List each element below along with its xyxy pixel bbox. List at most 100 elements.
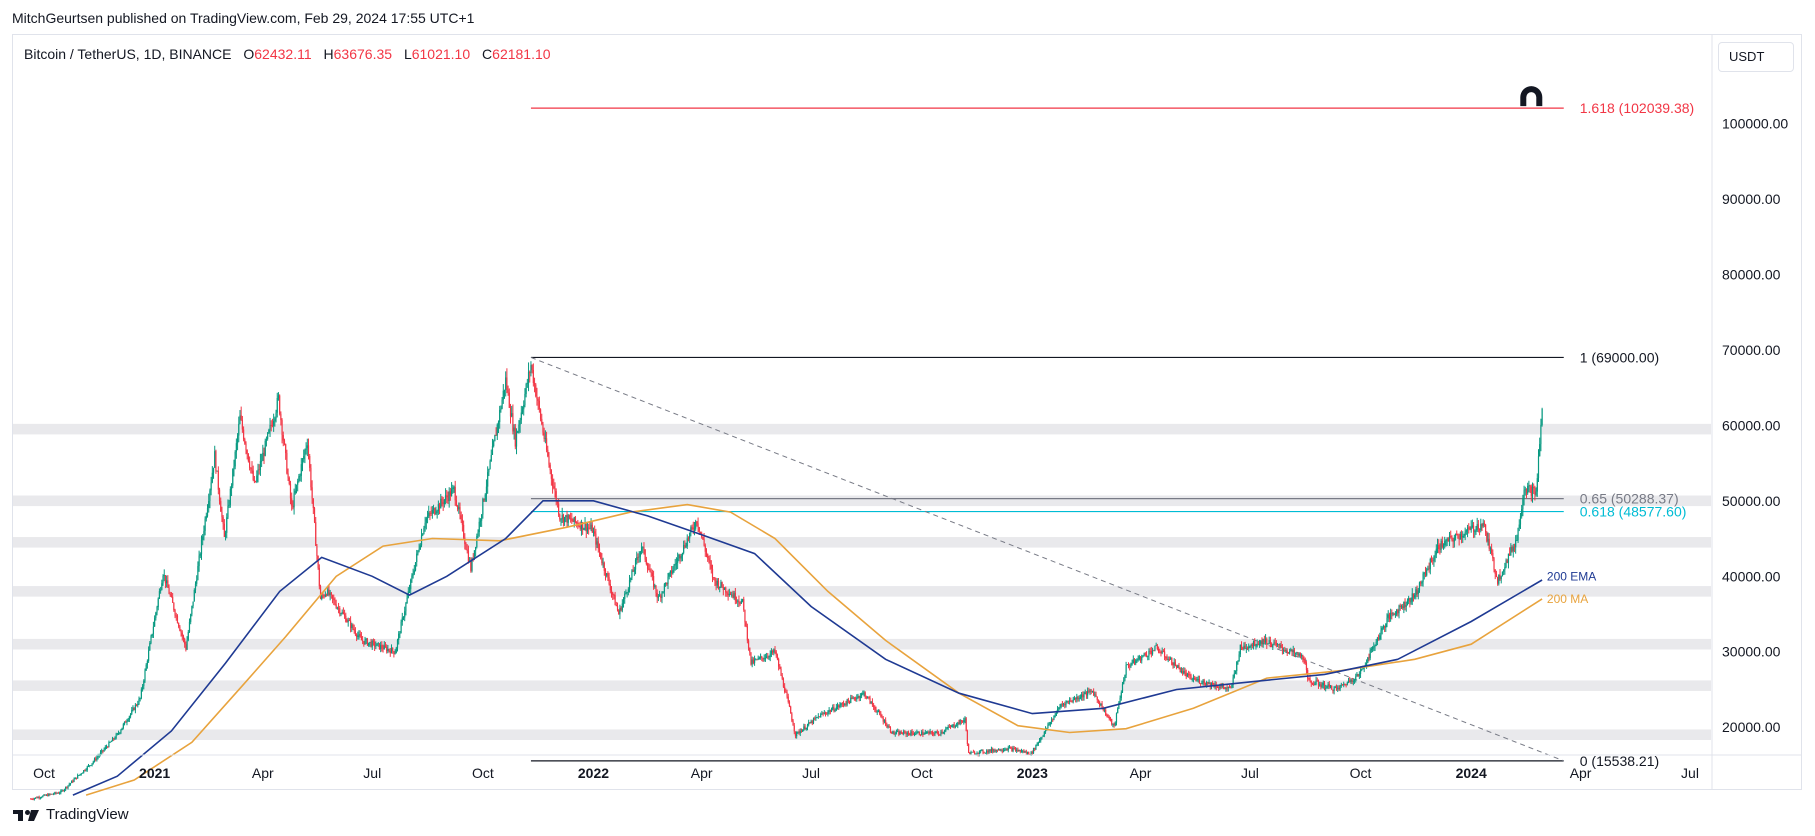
candle-body [943, 731, 946, 733]
low-label: L [403, 46, 412, 62]
candle-body [1536, 478, 1538, 492]
candle-body [749, 647, 751, 653]
candle-body [799, 731, 801, 734]
candle-body [1506, 560, 1508, 563]
candle-body [478, 521, 480, 533]
candle-body [769, 653, 771, 657]
candle-body [1280, 644, 1282, 648]
candle-body [1393, 613, 1395, 615]
candle-body [1480, 524, 1482, 531]
candle-body [402, 617, 405, 619]
candle-body [141, 686, 144, 690]
candle-body [218, 489, 221, 502]
candle-body [1121, 683, 1124, 693]
candle-body [1159, 652, 1161, 654]
candle-body [879, 711, 881, 714]
candle-body [1178, 665, 1180, 668]
candle-body [610, 590, 613, 593]
candle-body [561, 514, 563, 520]
candle-body [1058, 707, 1060, 709]
candle-body [377, 643, 379, 645]
candle-body [1006, 749, 1008, 751]
candle-body [614, 595, 616, 606]
candle-body [824, 712, 827, 714]
candle-body [1255, 645, 1257, 647]
candle-body [1515, 540, 1517, 548]
candle-body [1505, 560, 1507, 568]
currency-selector[interactable]: USDT [1718, 42, 1794, 72]
candle-body [959, 720, 961, 725]
candle-body [1408, 598, 1410, 601]
candle-body [1474, 531, 1476, 533]
candle-body [574, 517, 577, 523]
candle-body [933, 733, 935, 735]
candle-body [995, 749, 997, 752]
candle-body [129, 713, 132, 717]
candle-body [671, 570, 673, 574]
support-zones [13, 423, 1711, 741]
candle-body [832, 706, 834, 710]
candle-body [1375, 641, 1377, 646]
candle-body [164, 575, 167, 584]
candle-body [773, 649, 775, 653]
candle-body [395, 647, 397, 654]
candle-body [331, 594, 334, 599]
candle-body [912, 733, 914, 735]
candle-body [319, 586, 322, 600]
candle-body [829, 710, 831, 712]
candle-body [864, 692, 866, 698]
candle-body [735, 600, 738, 602]
candle-body [233, 466, 235, 469]
candle-body [579, 525, 581, 530]
candle-body [1004, 749, 1006, 751]
ema200-line [72, 500, 1543, 796]
candle-body [1357, 674, 1359, 676]
candle-body [1153, 650, 1155, 652]
candle-body [967, 743, 970, 753]
candle-body [543, 432, 545, 439]
candle-body [394, 653, 396, 655]
candle-body [597, 541, 599, 549]
candle-body [1007, 747, 1009, 751]
candle-body [203, 530, 205, 537]
candle-body [417, 550, 419, 554]
candle-body [805, 727, 807, 730]
candle-body [297, 481, 299, 485]
candle-body [1432, 560, 1434, 562]
candle-body [463, 524, 465, 538]
brand: TradingView [12, 806, 129, 823]
candle-body [363, 641, 365, 645]
candle-body [135, 705, 138, 706]
candle-body [461, 519, 464, 525]
candle-body [1295, 652, 1297, 654]
candle-body [1102, 708, 1104, 711]
candle-body [590, 524, 592, 529]
candle-body [357, 635, 359, 637]
candle-body [1421, 581, 1423, 584]
candle-body [448, 491, 450, 501]
open-label: O [243, 46, 255, 62]
candle-body [306, 445, 308, 449]
candle-body [75, 777, 78, 779]
candle-body [766, 656, 768, 659]
candle-body [84, 770, 86, 771]
candle-body [238, 423, 240, 436]
candle-body [1494, 569, 1496, 574]
candle-body [1123, 680, 1125, 684]
candle-body [1017, 749, 1019, 752]
candle-body [423, 528, 425, 535]
candle-body [87, 765, 90, 767]
candle-body [607, 573, 609, 578]
candle-body [1076, 697, 1078, 700]
candle-body [346, 621, 348, 623]
candle-body [214, 451, 216, 468]
candle-body [637, 557, 639, 558]
candle-body [679, 555, 681, 559]
candle-body [489, 460, 491, 469]
candle-body [1274, 642, 1276, 644]
candle-body [193, 590, 195, 602]
candle-body [907, 732, 910, 734]
candle-body [245, 443, 247, 451]
candle-body [803, 726, 805, 730]
